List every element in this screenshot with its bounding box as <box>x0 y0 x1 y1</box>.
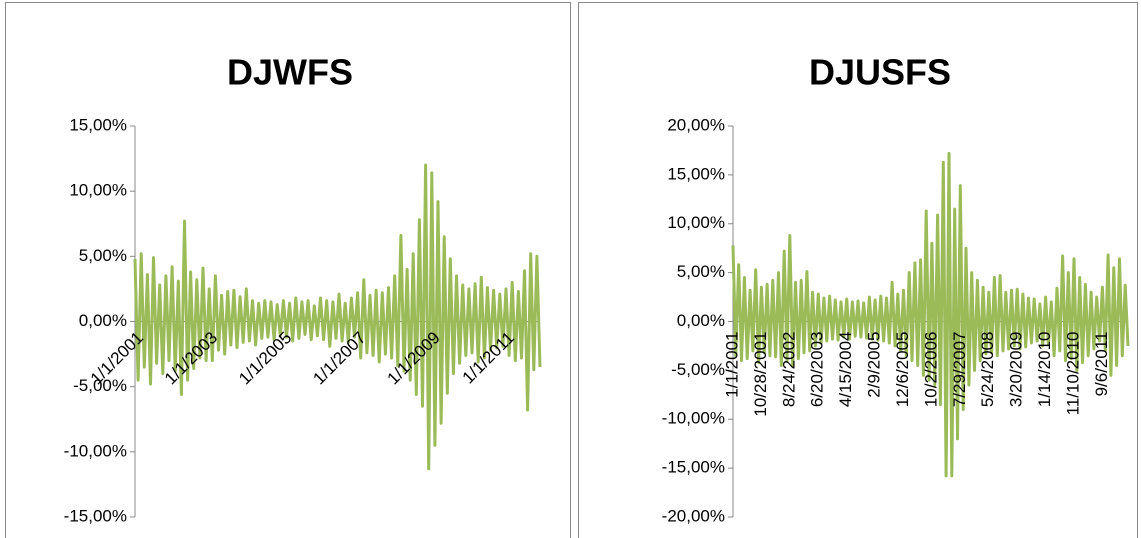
chart-frame <box>578 2 1138 538</box>
x-tick-label: 6/20/2003 <box>808 332 827 408</box>
y-tick-label: 5,00% <box>677 262 725 281</box>
x-tick-label: 3/20/2009 <box>1007 331 1026 407</box>
chart-title: DJWFS <box>227 52 353 93</box>
x-tick-label: 2/9/2005 <box>865 332 884 398</box>
y-tick-label: -20,00% <box>662 506 725 525</box>
y-tick-label: -15,00% <box>662 458 725 477</box>
x-tick-label: 10/28/2001 <box>751 332 770 417</box>
y-tick-label: -5,00% <box>671 360 725 379</box>
y-tick-label: -10,00% <box>662 409 725 428</box>
chart-title: DJUSFS <box>809 52 951 93</box>
y-tick-label: 5,00% <box>79 246 127 265</box>
y-tick-label: 10,00% <box>69 181 127 200</box>
chart-frame <box>5 2 571 538</box>
y-tick-label: 0,00% <box>677 311 725 330</box>
y-tick-label: 20,00% <box>667 115 725 134</box>
data-line <box>133 163 542 471</box>
x-tick-label: 8/24/2002 <box>779 332 798 408</box>
x-tick-label: 5/24/2008 <box>978 332 997 408</box>
y-tick-label: 10,00% <box>667 213 725 232</box>
x-tick-label: 4/15/2004 <box>836 332 855 408</box>
x-tick-label: 9/6/2011 <box>1092 332 1111 397</box>
y-tick-label: -10,00% <box>64 441 127 460</box>
x-tick-label: 10/2/2006 <box>921 332 940 408</box>
x-tick-label: 11/10/2010 <box>1063 332 1082 416</box>
y-tick-label: -15,00% <box>64 506 127 525</box>
y-tick-label: 15,00% <box>667 164 725 183</box>
y-tick-label: 15,00% <box>69 115 127 134</box>
x-tick-label: 7/29/2007 <box>950 332 969 408</box>
x-tick-label: 12/6/2005 <box>893 332 912 408</box>
data-line <box>731 151 1130 478</box>
y-tick-label: -5,00% <box>73 376 127 395</box>
y-tick-label: 0,00% <box>79 311 127 330</box>
x-tick-label: 1/1/2001 <box>722 332 741 398</box>
x-tick-label: 1/14/2010 <box>1035 332 1054 408</box>
